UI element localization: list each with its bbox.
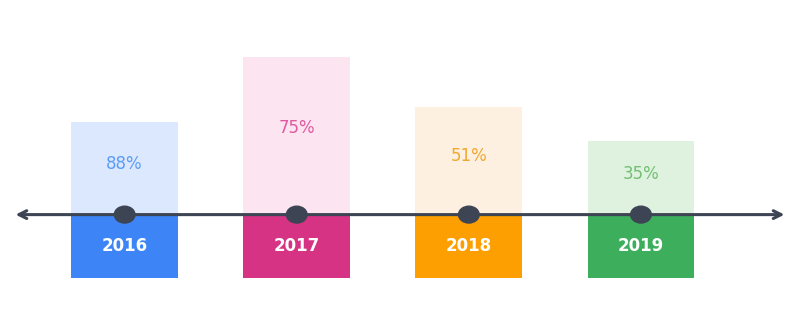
Bar [71, 214, 178, 278]
Text: 2019: 2019 [618, 237, 664, 255]
Ellipse shape [114, 206, 135, 223]
Text: 88%: 88% [106, 155, 143, 173]
Text: 35%: 35% [622, 165, 659, 183]
Bar [243, 57, 350, 214]
Bar [71, 122, 178, 214]
Text: 75%: 75% [278, 119, 315, 137]
Ellipse shape [458, 206, 479, 223]
Text: 2016: 2016 [102, 237, 148, 255]
Bar [587, 141, 694, 214]
Bar [415, 107, 522, 214]
Bar [243, 214, 350, 278]
Text: 51%: 51% [450, 146, 487, 165]
Bar [587, 214, 694, 278]
Ellipse shape [630, 206, 651, 223]
Text: 2017: 2017 [274, 237, 320, 255]
Text: 2018: 2018 [446, 237, 492, 255]
Bar [415, 214, 522, 278]
Ellipse shape [286, 206, 307, 223]
